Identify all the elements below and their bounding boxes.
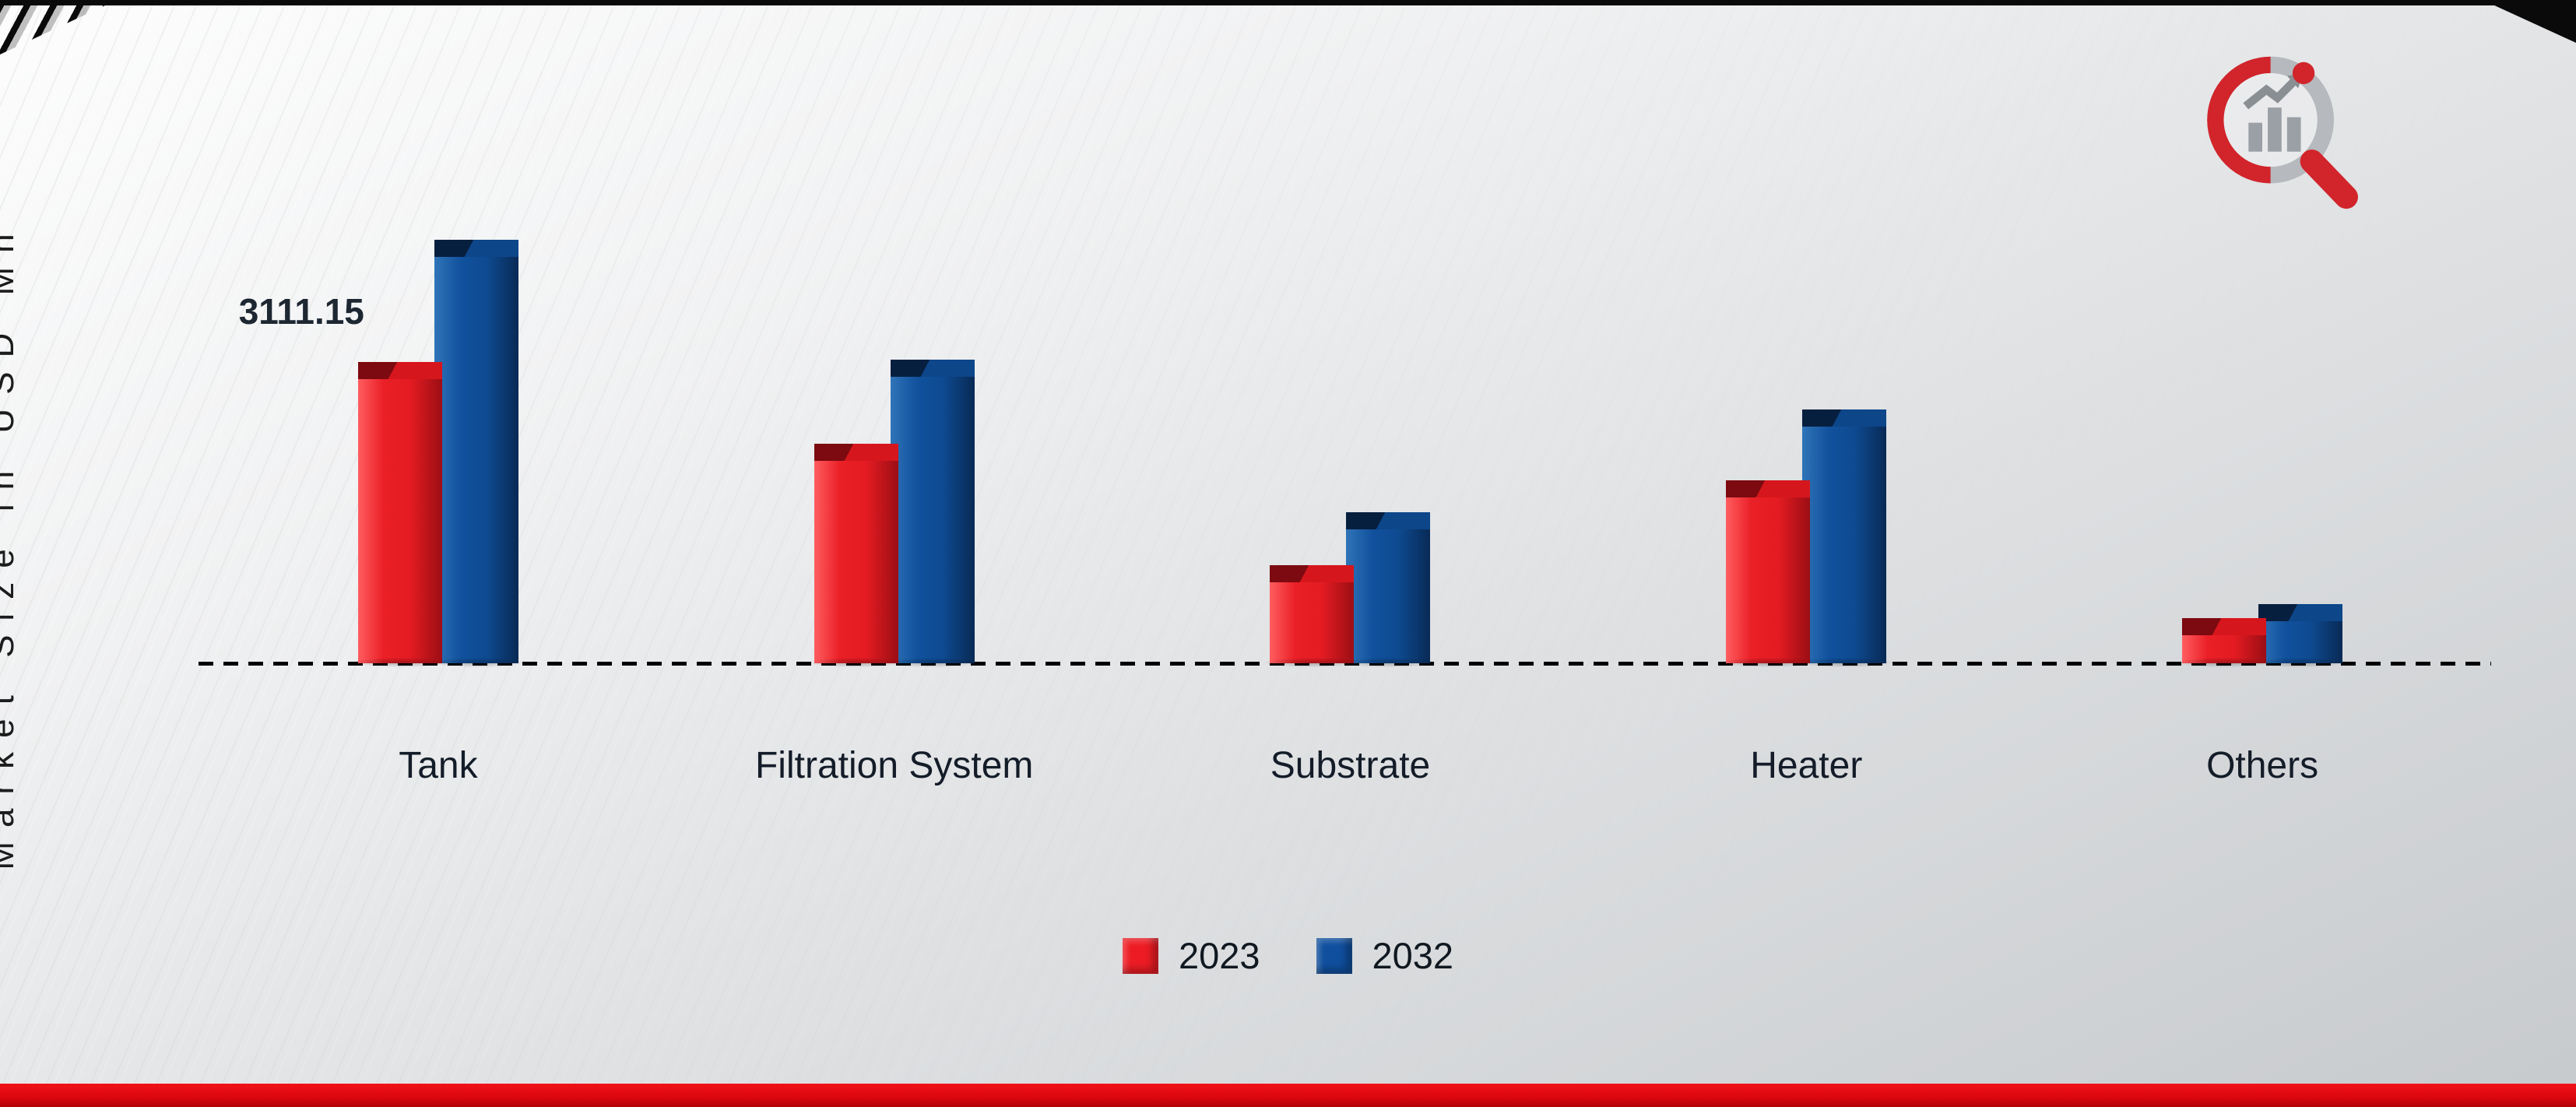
- bar-2032-tank: [422, 240, 531, 668]
- magnifier-bar-chart-logo-icon: [2191, 43, 2370, 222]
- top-black-edge: [0, 0, 2576, 5]
- bar-2032-substrate: [1334, 512, 1443, 668]
- data-value-label: 3111.15: [238, 291, 364, 332]
- bar-top-face: [890, 360, 975, 377]
- bar-top-face: [1726, 480, 1811, 497]
- chart-legend: 2023 2032: [0, 934, 2576, 977]
- bar-2023-substrate: [1258, 565, 1366, 668]
- bar-2032-heater: [1791, 409, 1899, 668]
- bar-2023-heater: [1714, 480, 1822, 668]
- bars: [1714, 227, 1899, 668]
- y-axis-label-text: Market Size in USD Mn: [0, 220, 22, 870]
- bottom-red-accent-bar: [0, 1084, 2576, 1107]
- bars: [2170, 227, 2355, 668]
- bar-top-face: [434, 240, 518, 257]
- top-right-corner-decoration: [2483, 0, 2576, 43]
- category-label: Others: [2206, 745, 2319, 786]
- top-left-corner-decoration: [0, 0, 117, 54]
- bar-2023-tank: [346, 362, 455, 668]
- bar-2032-filtration-system: [878, 360, 986, 668]
- bar-top-face: [357, 362, 442, 379]
- bar-group-others: Others: [2034, 227, 2490, 787]
- bar-top-face: [1270, 565, 1355, 582]
- legend-label-2032: 2032: [1372, 935, 1454, 976]
- bars: [802, 227, 986, 668]
- legend-swatch-2023: [1122, 937, 1158, 974]
- bar-top-face: [2182, 618, 2267, 635]
- bar-chart-plot-area: 3111.15 Tank Filtration System Substrate Hea…: [210, 227, 2490, 787]
- category-label: Substrate: [1270, 745, 1431, 786]
- bar-group-heater: Heater: [1578, 227, 2034, 787]
- bar-2023-filtration-system: [802, 444, 910, 668]
- legend-label-2023: 2023: [1178, 935, 1260, 976]
- bar-top-face: [1802, 409, 1887, 427]
- bar-group-substrate: Substrate: [1123, 227, 1579, 787]
- legend-swatch-2032: [1316, 937, 1352, 974]
- bar-group-filtration-system: Filtration System: [666, 227, 1123, 787]
- bar-2023-others: [2170, 618, 2279, 668]
- bar-2032-others: [2246, 604, 2355, 668]
- legend-item-2023: 2023: [1122, 934, 1260, 977]
- bar-top-face: [2258, 604, 2343, 621]
- bar-top-face: [814, 444, 898, 461]
- bar-top-face: [1346, 512, 1431, 529]
- bars: [1258, 227, 1443, 668]
- bar-group-tank: 3111.15 Tank: [210, 227, 666, 787]
- category-label: Heater: [1750, 745, 1863, 786]
- category-label: Filtration System: [754, 745, 1034, 786]
- category-label: Tank: [399, 745, 478, 786]
- legend-item-2032: 2032: [1316, 934, 1454, 977]
- x-axis-dashed-baseline: [199, 662, 2491, 666]
- bars: 3111.15: [239, 227, 531, 668]
